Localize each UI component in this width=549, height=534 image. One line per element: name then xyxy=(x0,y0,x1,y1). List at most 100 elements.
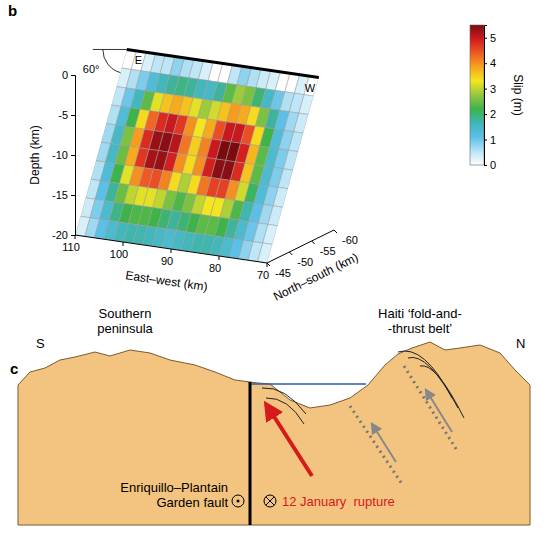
tick-label: -60 xyxy=(342,234,358,246)
tick: 2 xyxy=(484,108,496,120)
tick-mark xyxy=(75,235,76,239)
slip-cell xyxy=(273,187,288,207)
tick: 3 xyxy=(484,83,496,95)
region-label: -thrust belt’ xyxy=(388,321,452,336)
slip-cell xyxy=(299,95,314,115)
tick: -20 xyxy=(52,229,75,241)
tick-mark xyxy=(312,241,315,244)
slip-cell xyxy=(263,224,278,244)
slip-cells xyxy=(75,49,319,262)
axis-title: East–west (km) xyxy=(125,268,209,294)
tick-label: -45 xyxy=(275,267,291,279)
tick-label: -50 xyxy=(297,256,313,268)
axis-title: Depth (km) xyxy=(28,125,42,184)
colorbar-axis: 0 1 2 3 4 5 xyxy=(484,26,496,172)
tick-mark xyxy=(334,230,337,233)
west-label: W xyxy=(305,82,316,94)
direction-label: N xyxy=(516,336,525,351)
direction-label: S xyxy=(36,336,45,351)
tick-mark xyxy=(289,252,292,255)
sea-level xyxy=(251,383,366,385)
tick-label: 3 xyxy=(490,83,496,95)
dip-label: 60° xyxy=(83,63,100,75)
tick: -15 xyxy=(52,189,75,201)
figure: b 60° E W 0 -5 -10 -15 -20 Depth (km) 110 100 90 80 70… xyxy=(0,0,549,534)
tick-mark xyxy=(71,195,75,196)
slip-cell xyxy=(289,132,304,152)
fault-line xyxy=(249,382,252,525)
dip-arc xyxy=(103,49,121,72)
slip-cell xyxy=(283,150,298,170)
tick-label: 100 xyxy=(110,248,128,260)
out-of-page-symbol xyxy=(232,495,244,507)
tick: -10 xyxy=(52,149,75,161)
colorbar-title: Slip (m) xyxy=(511,74,525,115)
tick-label: 70 xyxy=(257,269,269,281)
rupture-line xyxy=(266,404,312,476)
east-label: E xyxy=(135,54,142,66)
tick: 4 xyxy=(484,57,496,69)
tick: 1 xyxy=(484,134,496,146)
rupture-label: 12 January rupture xyxy=(282,494,395,509)
region-label: Haiti ‘fold-and- xyxy=(378,306,462,321)
slip-arrow xyxy=(426,390,452,432)
tick-mark xyxy=(71,115,75,116)
tick: 0 xyxy=(484,159,496,171)
tick-mark xyxy=(484,63,487,64)
region-label: Southern xyxy=(99,306,152,321)
tick-mark xyxy=(484,165,487,166)
cross-section: c S N Southernpeninsula Haiti ‘fold-and--thr… xyxy=(10,306,530,525)
slip-arrow xyxy=(372,424,396,462)
slip-cell xyxy=(304,76,319,96)
tick-label: 80 xyxy=(209,262,221,274)
tick-label: 1 xyxy=(490,134,496,146)
into-page-cross xyxy=(266,497,274,505)
fault-label: Enriquillo–Plantain xyxy=(120,480,228,495)
thrust-fault xyxy=(350,406,402,484)
tick-label: 110 xyxy=(62,241,80,253)
ground xyxy=(18,342,530,525)
tick-mark xyxy=(71,235,75,236)
tick-label: 0 xyxy=(490,159,496,171)
out-of-page-dot xyxy=(237,500,240,503)
colorbar xyxy=(470,25,484,165)
tick-label: 0 xyxy=(62,69,68,81)
tick-label: -15 xyxy=(52,189,68,201)
panel-label: c xyxy=(10,360,18,377)
slip-cell xyxy=(258,243,273,263)
tick-label: 90 xyxy=(161,255,173,267)
tick-mark xyxy=(484,89,487,90)
tick-label: -55 xyxy=(320,245,336,257)
tick-mark xyxy=(267,263,270,266)
thrust-fault xyxy=(404,366,458,452)
tick: -5 xyxy=(58,109,75,121)
tick-label: 4 xyxy=(490,57,496,69)
tick-mark xyxy=(219,256,220,260)
surface-trace xyxy=(127,49,319,77)
tick-mark xyxy=(123,242,124,246)
tick-mark xyxy=(484,38,487,39)
into-page-symbol xyxy=(264,495,276,507)
panel-label: b xyxy=(8,2,17,19)
axis-title: North–south (km) xyxy=(271,250,360,304)
tick-mark xyxy=(171,249,172,253)
axis-line xyxy=(485,26,488,166)
slip-cell xyxy=(294,113,309,133)
dip-reference xyxy=(93,49,127,50)
tick-mark xyxy=(71,155,75,156)
tick-label: 5 xyxy=(490,32,496,44)
region-label: peninsula xyxy=(97,321,153,336)
slip-cell xyxy=(268,206,283,226)
tick: 0 xyxy=(62,69,75,81)
fault-label: Garden fault xyxy=(156,495,228,510)
depth-axis: 0 -5 -10 -15 -20 xyxy=(52,69,75,241)
slip-cell xyxy=(278,169,293,189)
tick-label: 2 xyxy=(490,108,496,120)
tick-mark xyxy=(484,114,487,115)
tick-mark xyxy=(71,75,75,76)
tick-label: -5 xyxy=(58,109,68,121)
tick: 5 xyxy=(484,32,496,44)
fold-line xyxy=(398,351,452,398)
tick-mark xyxy=(484,140,487,141)
axis-line xyxy=(71,76,76,236)
